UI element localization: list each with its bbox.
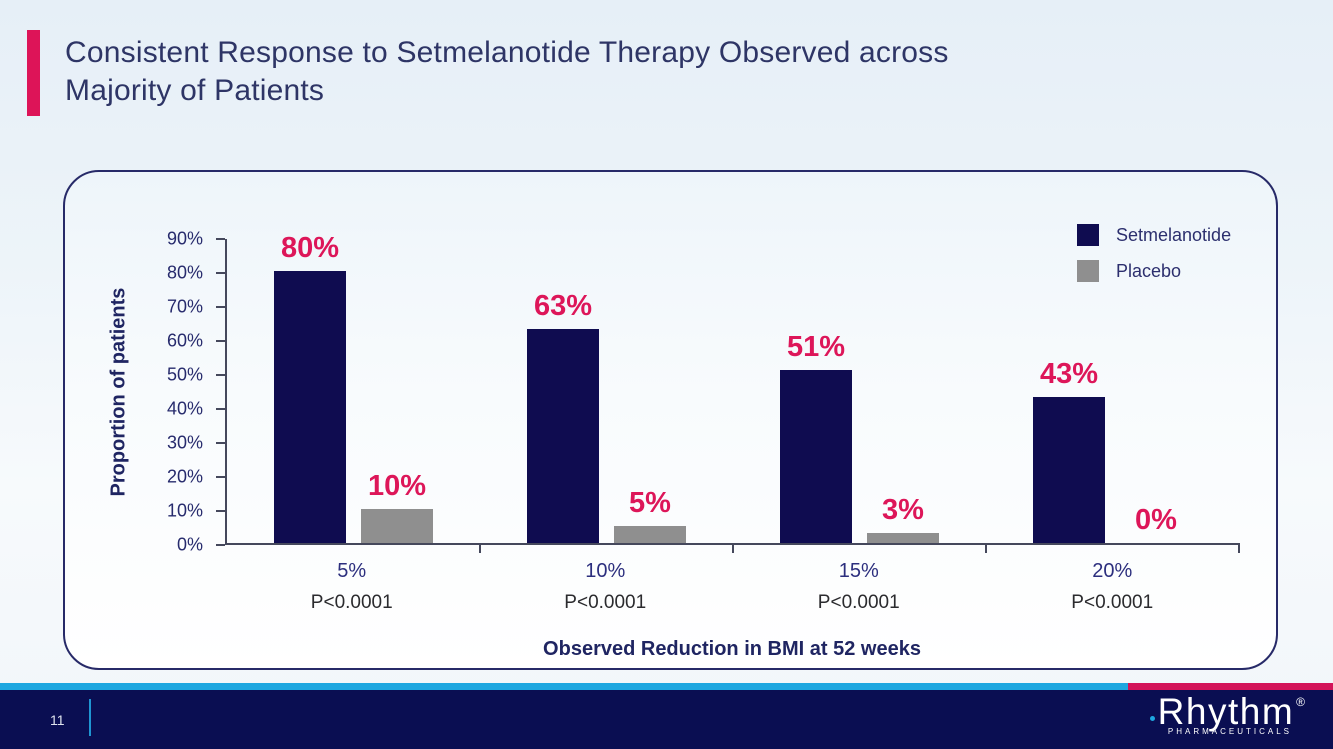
y-tick-mark (216, 544, 225, 546)
title-line-2: Majority of Patients (65, 74, 325, 107)
bar-setmelanotide: 51% (780, 331, 852, 543)
footer-stripe-pink (1128, 683, 1333, 690)
y-tick-label: 20% (166, 466, 203, 487)
bar-setmelanotide: 43% (1033, 358, 1105, 543)
p-value-label: P<0.0001 (817, 592, 900, 613)
x-category-row: 5% 10% 15% 20% (225, 560, 1239, 583)
y-tick-mark (216, 510, 225, 512)
y-tick-mark (216, 476, 225, 478)
legend: Setmelanotide Placebo (1077, 224, 1231, 296)
y-tick-label: 30% (166, 432, 203, 453)
chart-card: Proportion of patients 0% 10% 20% 30% 40% 50%… (63, 170, 1278, 670)
x-category-label: 15% (838, 560, 879, 582)
bar-value-label: 5% (629, 487, 671, 519)
bar-placebo: 10% (361, 470, 433, 543)
plot-area: 80% 10% 63% 5% 51% 3% 43% 0% (216, 232, 1240, 553)
x-boundary-tick (1238, 543, 1240, 553)
y-tick-label: 40% (166, 398, 203, 419)
legend-label: Setmelanotide (1116, 224, 1232, 245)
x-boundary-tick (985, 543, 987, 553)
y-tick-mark (216, 408, 225, 410)
bar-value-label: 3% (882, 493, 924, 526)
p-value-row: P<0.0001 P<0.0001 P<0.0001 P<0.0001 (225, 592, 1239, 614)
legend-swatch (1077, 224, 1099, 246)
title-accent-bar (27, 30, 40, 116)
logo-subtext: PHARMACEUTICALS (1167, 727, 1292, 736)
logo-dot-icon (1149, 716, 1155, 721)
p-value-label: P<0.0001 (564, 592, 647, 613)
p-value-label: P<0.0001 (1071, 592, 1154, 613)
bar-setmelanotide: 80% (274, 232, 346, 543)
legend-item: Setmelanotide (1077, 224, 1231, 246)
bar-placebo: 5% (614, 487, 686, 543)
footer-stripe-cyan (0, 683, 1128, 690)
legend-label: Placebo (1116, 260, 1182, 281)
bar-group: 43% 0% (986, 239, 1239, 543)
bar-value-label: 0% (1135, 504, 1177, 536)
bar-setmelanotide: 63% (527, 290, 599, 543)
bar-value-label: 43% (1039, 357, 1099, 390)
y-tick-label: 50% (166, 364, 203, 385)
y-tick-label: 60% (166, 330, 203, 351)
bar-group: 80% 10% (227, 232, 480, 543)
bar-placebo: 3% (867, 494, 939, 543)
bar-value-label: 51% (786, 330, 846, 363)
bar-group: 51% 3% (733, 239, 986, 543)
y-tick-label: 10% (166, 500, 203, 521)
y-tick-mark (216, 374, 225, 376)
bar-value-label: 63% (533, 289, 593, 322)
x-axis-title: Observed Reduction in BMI at 52 weeks (543, 638, 921, 660)
bar-value-label: 80% (280, 232, 340, 264)
slide-title: Consistent Response to Setmelanotide The… (65, 34, 1245, 110)
y-tick-mark (216, 306, 225, 308)
bar-value-label: 10% (367, 470, 427, 502)
y-tick-label: 70% (166, 296, 203, 317)
y-axis-tick-labels: 0% 10% 20% 30% 40% 50% 60% 70% 80% 90% (65, 229, 215, 555)
legend-item: Placebo (1077, 260, 1231, 282)
y-tick-mark (216, 272, 225, 274)
y-tick-mark (216, 442, 225, 444)
y-tick-mark (216, 340, 225, 342)
x-category-label: 5% (337, 560, 367, 582)
footer-divider-line (89, 699, 91, 736)
y-tick-label: 0% (176, 534, 203, 555)
page-number: 11 (50, 712, 65, 728)
footer-bar (0, 690, 1333, 749)
rhythm-logo: Rhythm ® PHARMACEUTICALS (1149, 691, 1305, 736)
x-category-label: 20% (1092, 560, 1133, 582)
bar-group: 63% 5% (480, 239, 733, 543)
x-boundary-tick (732, 543, 734, 553)
title-line-1: Consistent Response to Setmelanotide The… (65, 36, 949, 69)
y-tick-mark (216, 238, 225, 240)
x-boundary-tick (479, 543, 481, 553)
registered-mark-icon: ® (1296, 695, 1305, 709)
x-category-label: 10% (585, 560, 626, 582)
logo-brand-text: Rhythm (1157, 691, 1295, 732)
legend-swatch (1077, 260, 1099, 282)
y-tick-label: 90% (166, 228, 203, 249)
p-value-label: P<0.0001 (310, 592, 393, 613)
y-tick-label: 80% (166, 262, 203, 283)
